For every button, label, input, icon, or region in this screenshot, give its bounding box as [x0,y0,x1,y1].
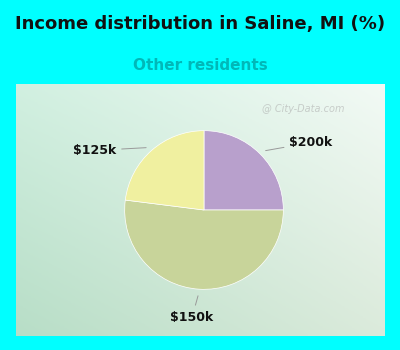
Wedge shape [125,200,283,289]
Text: $200k: $200k [266,136,333,150]
Wedge shape [204,131,283,210]
Wedge shape [125,131,204,210]
Text: Income distribution in Saline, MI (%): Income distribution in Saline, MI (%) [15,14,385,33]
Text: $125k: $125k [73,144,146,157]
Text: @ City-Data.com: @ City-Data.com [262,104,344,114]
Text: Other residents: Other residents [133,58,267,73]
Text: $150k: $150k [170,296,214,324]
